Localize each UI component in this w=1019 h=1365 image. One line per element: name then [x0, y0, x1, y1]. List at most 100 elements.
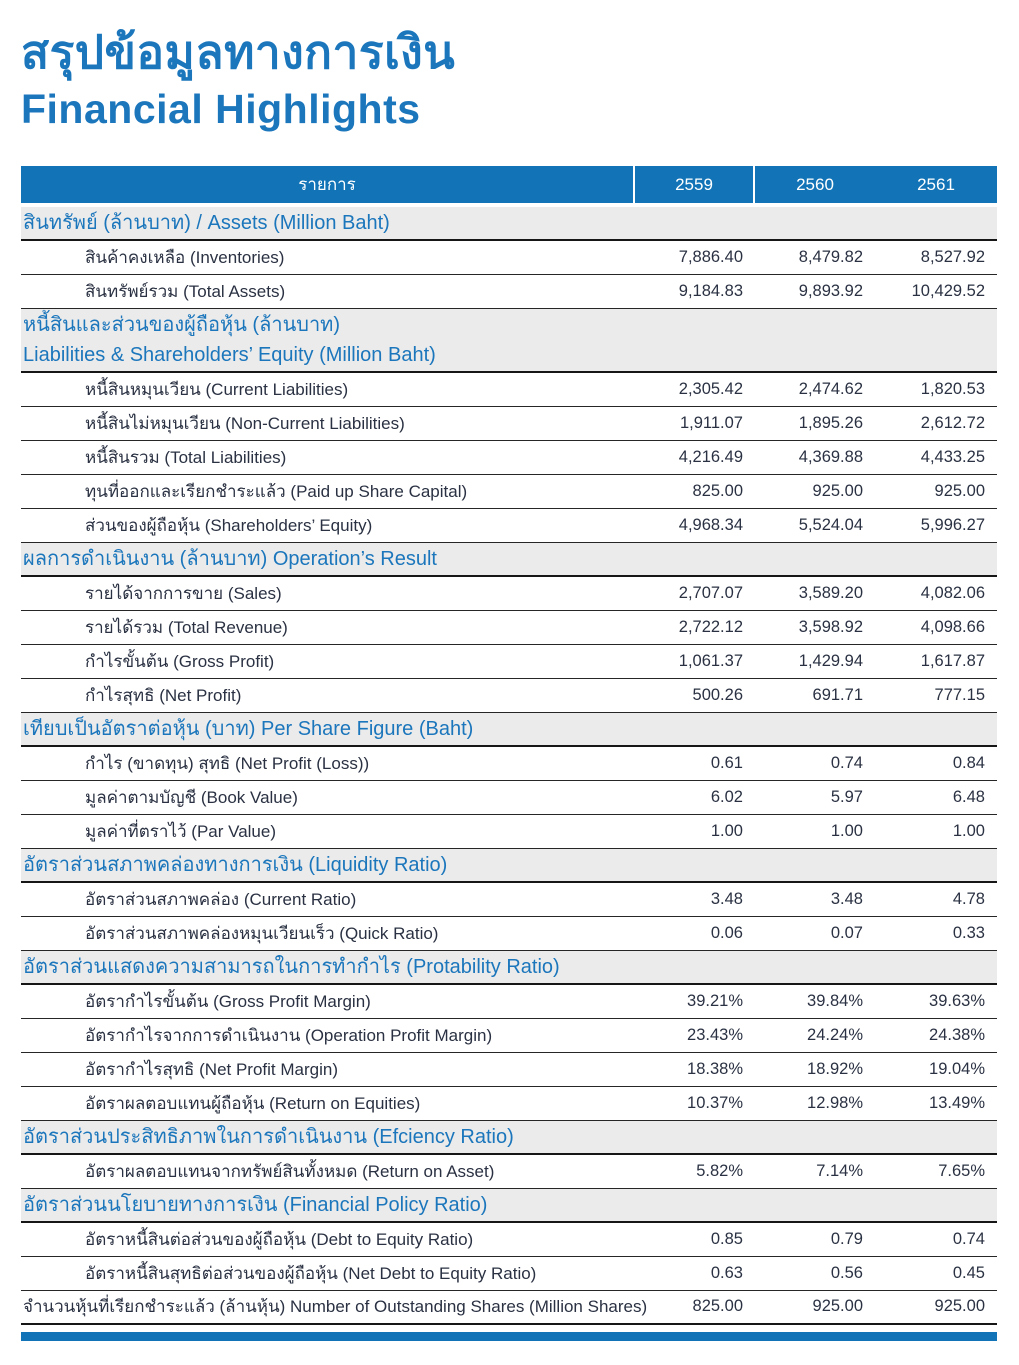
- table-row: หนี้สินไม่หมุนเวียน (Non-Current Liabili…: [21, 407, 997, 441]
- column-header-item: รายการ: [21, 165, 635, 203]
- section-title: ผลการดำเนินงาน (ล้านบาท) Operation’s Res…: [23, 547, 437, 570]
- table-row: อัตราหนี้สินต่อส่วนของผู้ถือหุ้น (Debt t…: [21, 1223, 997, 1257]
- table-row: รายได้จากการขาย (Sales) 2,707.07 3,589.20 4…: [21, 577, 997, 611]
- table-body: สินทรัพย์ (ล้านบาท) / Assets (Million Ba…: [21, 206, 997, 1325]
- column-header-year: 2561: [917, 174, 955, 194]
- row-label: ส่วนของผู้ถือหุ้น (Shareholders’ Equity): [85, 515, 373, 535]
- value-cell: 500.26: [692, 685, 743, 704]
- value-cell: 1,820.53: [920, 379, 985, 398]
- value-cell: 39.84%: [807, 991, 863, 1010]
- value-cell: 777.15: [934, 685, 985, 704]
- row-label: อัตราส่วนสภาพคล่องหมุนเวียนเร็ว (Quick R…: [85, 923, 439, 943]
- row-label: อัตราผลตอบแทนจากทรัพย์สินทั้งหมด (Return…: [85, 1161, 495, 1181]
- table-row: อัตราผลตอบแทนผู้ถือหุ้น (Return on Equit…: [21, 1087, 997, 1121]
- value-cell: 0.84: [952, 753, 985, 772]
- value-cell: 23.43%: [687, 1025, 743, 1044]
- value-cell: 4,968.34: [678, 515, 743, 534]
- table-row: รายได้รวม (Total Revenue) 2,722.12 3,598.9…: [21, 611, 997, 645]
- value-cell: 7.65%: [938, 1161, 985, 1180]
- header-gap: [21, 202, 997, 207]
- value-cell: 5.82%: [696, 1161, 743, 1180]
- row-label: มูลค่าที่ตราไว้ (Par Value): [85, 821, 277, 841]
- value-cell: 39.21%: [687, 991, 743, 1010]
- value-cell: 19.04%: [929, 1059, 985, 1078]
- table-row: สินทรัพย์รวม (Total Assets) 9,184.83 9,893…: [21, 275, 997, 309]
- value-cell: 5,524.04: [798, 515, 863, 534]
- table-row: กำไรขั้นต้น (Gross Profit) 1,061.37 1,429.…: [21, 645, 997, 679]
- value-cell: 4.78: [952, 889, 985, 908]
- section-header: ผลการดำเนินงาน (ล้านบาท) Operation’s Res…: [21, 542, 997, 577]
- section-title: อัตราส่วนสภาพคล่องทางการเงิน (Liquidity …: [23, 853, 448, 876]
- table-header-row: รายการ 2559 2560 2561: [21, 165, 997, 203]
- table-row: กำไร (ขาดทุน) สุทธิ (Net Profit (Loss)) 0…: [21, 747, 997, 781]
- value-cell: 6.02: [710, 787, 743, 806]
- section-title: อัตราส่วนนโยบายทางการเงิน (Financial Pol…: [23, 1193, 488, 1216]
- row-label: หนี้สินหมุนเวียน (Current Liabilities): [85, 379, 349, 399]
- value-cell: 5,996.27: [920, 515, 985, 534]
- value-cell: 825.00: [692, 1297, 743, 1316]
- value-cell: 1,911.07: [679, 413, 743, 432]
- row-label: จำนวนหุ้นที่เรียกชำระแล้ว (ล้านหุ้น) Num…: [23, 1297, 648, 1317]
- value-cell: 7,886.40: [678, 247, 743, 266]
- value-cell: 0.85: [710, 1229, 743, 1248]
- row-label: อัตรากำไรขั้นต้น (Gross Profit Margin): [85, 991, 371, 1011]
- row-label: กำไรสุทธิ (Net Profit): [85, 685, 242, 705]
- row-label: อัตรากำไรสุทธิ (Net Profit Margin): [85, 1059, 338, 1079]
- row-label: รายได้รวม (Total Revenue): [85, 617, 288, 637]
- value-cell: 9,893.92: [798, 281, 863, 300]
- table-row: สินค้าคงเหลือ (Inventories) 7,886.40 8,479…: [21, 241, 997, 275]
- table-row: จำนวนหุ้นที่เรียกชำระแล้ว (ล้านหุ้น) Num…: [21, 1291, 997, 1325]
- row-label: กำไร (ขาดทุน) สุทธิ (Net Profit (Loss)): [85, 753, 370, 773]
- financial-highlights-table: รายการ 2559 2560 2561 สินทรัพย์ (ล้านบาท) …: [21, 165, 997, 1325]
- value-cell: 0.45: [952, 1263, 985, 1282]
- table-row: อัตรากำไรจากการดำเนินงาน (Operation Prof…: [21, 1019, 997, 1053]
- column-header-year: 2560: [796, 174, 834, 194]
- value-cell: 1.00: [830, 821, 863, 840]
- value-cell: 2,305.42: [678, 379, 743, 398]
- table-row: หนี้สินรวม (Total Liabilities) 4,216.49 4,…: [21, 441, 997, 475]
- row-label: อัตราหนี้สินต่อส่วนของผู้ถือหุ้น (Debt t…: [85, 1229, 474, 1249]
- section-header: อัตราส่วนสภาพคล่องทางการเงิน (Liquidity …: [21, 848, 997, 883]
- section-header: อัตราส่วนแสดงความสามารถในการทำกำไร (Prot…: [21, 950, 997, 985]
- section-title: เทียบเป็นอัตราต่อหุ้น (บาท) Per Share Fi…: [23, 717, 474, 740]
- row-label: ทุนที่ออกและเรียกชำระแล้ว (Paid up Share…: [85, 481, 468, 501]
- value-cell: 18.92%: [807, 1059, 863, 1078]
- section-title: อัตราส่วนแสดงความสามารถในการทำกำไร (Prot…: [23, 955, 560, 978]
- value-cell: 0.74: [952, 1229, 985, 1248]
- value-cell: 5.97: [830, 787, 863, 806]
- row-label: หนี้สินไม่หมุนเวียน (Non-Current Liabili…: [85, 413, 405, 433]
- value-cell: 0.07: [830, 923, 863, 942]
- section-header: เทียบเป็นอัตราต่อหุ้น (บาท) Per Share Fi…: [21, 712, 997, 747]
- table-row: อัตรากำไรสุทธิ (Net Profit Margin) 18.38%…: [21, 1053, 997, 1087]
- value-cell: 2,707.07: [678, 583, 743, 602]
- column-header-year: 2559: [635, 165, 755, 203]
- row-label: อัตราผลตอบแทนผู้ถือหุ้น (Return on Equit…: [85, 1093, 421, 1113]
- value-cell: 24.38%: [929, 1025, 985, 1044]
- row-label: กำไรขั้นต้น (Gross Profit): [85, 651, 275, 671]
- row-label: รายได้จากการขาย (Sales): [85, 583, 282, 603]
- value-cell: 0.33: [952, 923, 985, 942]
- value-cell: 3.48: [830, 889, 863, 908]
- value-cell: 0.56: [830, 1263, 863, 1282]
- value-cell: 925.00: [812, 1297, 863, 1316]
- value-cell: 18.38%: [687, 1059, 743, 1078]
- value-cell: 1.00: [710, 821, 743, 840]
- value-cell: 1,617.87: [920, 651, 985, 670]
- table-row: อัตรากำไรขั้นต้น (Gross Profit Margin) 39…: [21, 985, 997, 1019]
- value-cell: 4,433.25: [920, 447, 985, 466]
- value-cell: 8,479.82: [798, 247, 863, 266]
- value-cell: 4,098.66: [920, 617, 985, 636]
- page-title-english: Financial Highlights: [21, 85, 421, 132]
- value-cell: 12.98%: [807, 1093, 863, 1112]
- value-cell: 2,474.62: [798, 379, 863, 398]
- value-cell: 925.00: [934, 1297, 985, 1316]
- value-cell: 4,082.06: [920, 583, 985, 602]
- value-cell: 8,527.92: [920, 247, 985, 266]
- row-label: สินค้าคงเหลือ (Inventories): [85, 247, 285, 267]
- value-cell: 10,429.52: [911, 281, 985, 300]
- table-row: อัตราส่วนสภาพคล่อง (Current Ratio) 3.48 3.…: [21, 883, 997, 917]
- value-cell: 0.06: [710, 923, 743, 942]
- value-cell: 4,216.49: [678, 447, 743, 466]
- page-title-thai: สรุปข้อมูลทางการเงิน: [21, 26, 456, 78]
- section-header: สินทรัพย์ (ล้านบาท) / Assets (Million Ba…: [21, 206, 997, 241]
